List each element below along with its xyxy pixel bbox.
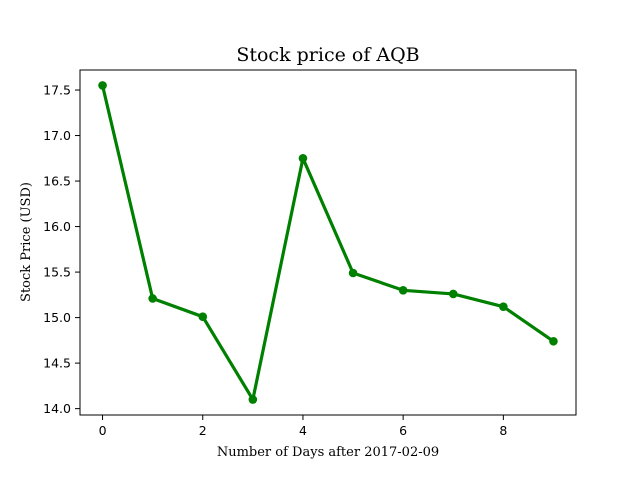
data-point — [448, 289, 458, 299]
x-tick-label: 8 — [499, 423, 507, 438]
x-tick-label: 2 — [199, 423, 207, 438]
y-tick-label: 14.5 — [43, 356, 71, 371]
data-point — [499, 302, 508, 311]
y-tick-label: 16.0 — [43, 219, 71, 234]
y-tick-label: 17.0 — [43, 128, 71, 143]
y-tick-label: 14.0 — [43, 401, 71, 416]
x-tick-label: 0 — [99, 423, 107, 438]
data-point — [98, 81, 107, 90]
data-point — [198, 312, 208, 321]
x-axis-ticks: 0 2 4 6 8 — [99, 415, 507, 438]
y-tick-label: 15.5 — [43, 265, 71, 280]
x-tick-label: 6 — [399, 423, 407, 438]
y-axis-ticks: 14.0 14.5 15.0 15.5 16.0 16.5 17.0 17.5 — [43, 83, 80, 416]
x-tick-label: 4 — [299, 423, 307, 438]
y-tick-label: 17.5 — [43, 83, 71, 98]
series-layer — [98, 81, 558, 404]
x-axis-label: Number of Days after 2017-02-09 — [217, 445, 439, 460]
chart-title: Stock price of AQB — [236, 44, 419, 66]
data-point — [549, 336, 558, 346]
axes-frame — [79, 69, 577, 416]
y-axis-label: Stock Price (USD) — [19, 182, 34, 302]
series-line — [100, 83, 556, 402]
y-tick-label: 16.5 — [43, 174, 71, 189]
data-point — [398, 285, 408, 295]
plot-area — [79, 69, 577, 416]
data-point — [148, 294, 157, 303]
data-point — [248, 395, 258, 404]
data-point — [348, 268, 358, 278]
data-point — [298, 153, 308, 163]
y-tick-label: 15.0 — [43, 310, 71, 325]
